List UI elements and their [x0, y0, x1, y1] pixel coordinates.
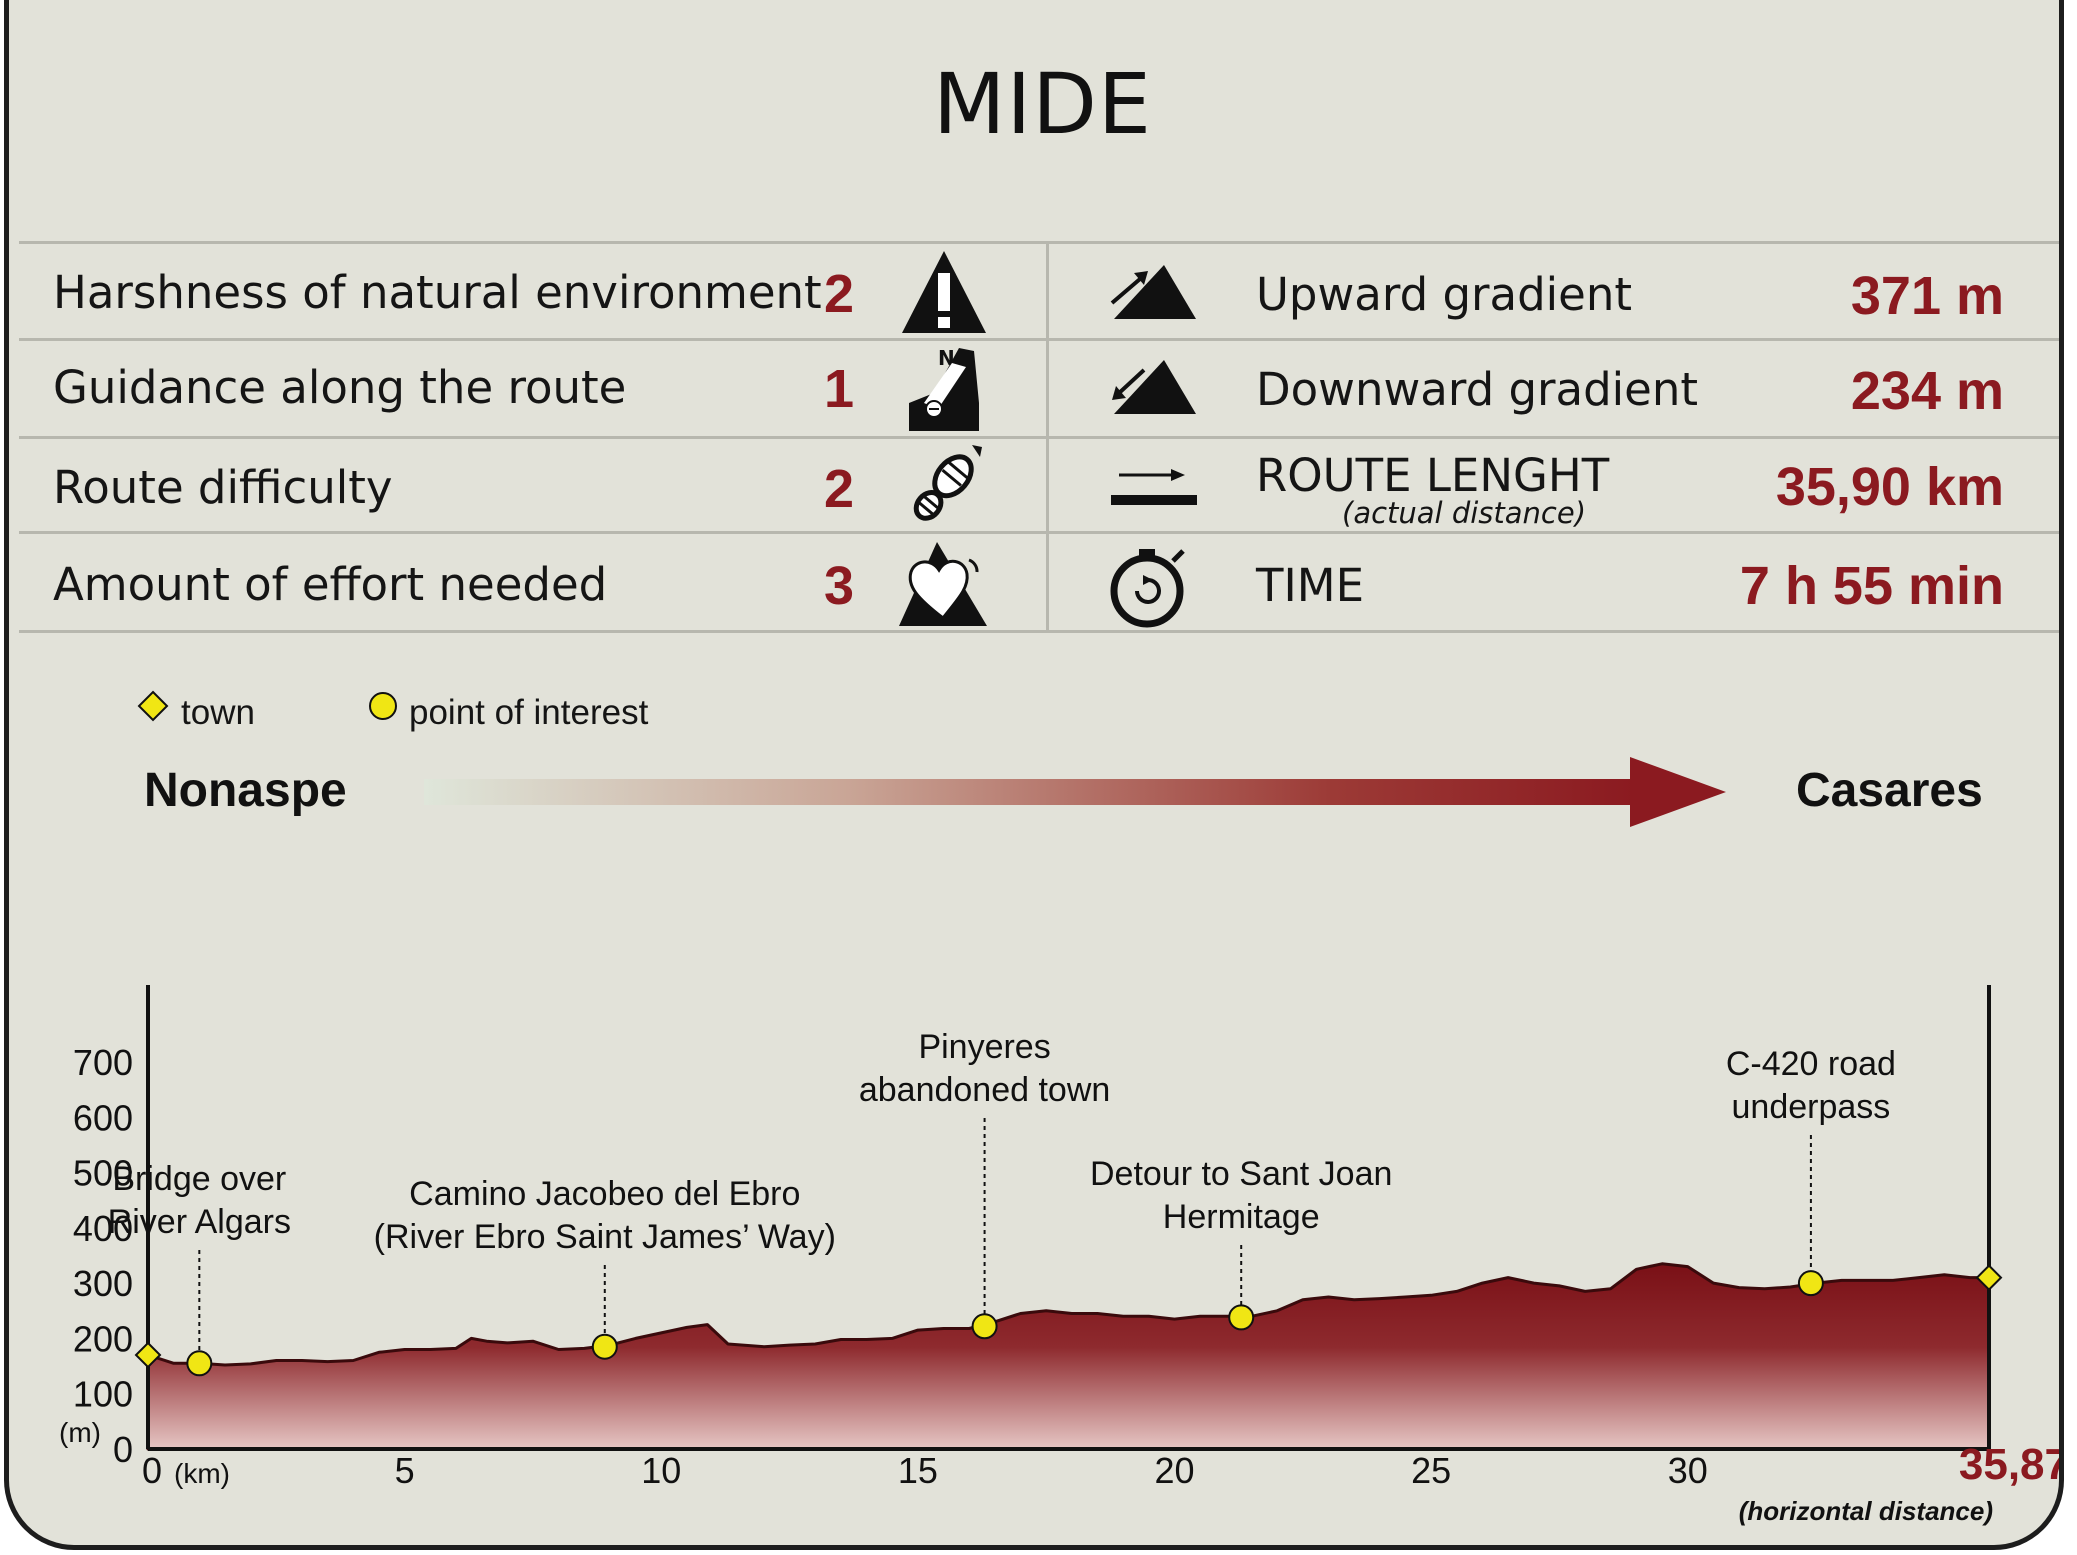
table-row-divider	[19, 436, 2059, 439]
guidance-label: Guidance along the route	[53, 361, 627, 414]
town-legend-label: town	[181, 693, 255, 732]
stopwatch-icon	[1107, 543, 1197, 634]
poi-label: (River Ebro Saint James’ Way)	[374, 1218, 836, 1256]
x-tick-label: 20	[1154, 1450, 1194, 1491]
x-tick-label: 5	[395, 1450, 415, 1491]
poi-label: Camino Jacobeo del Ebro	[409, 1175, 800, 1213]
effort-value: 3	[824, 556, 855, 616]
poi-marker	[591, 1333, 618, 1360]
x-end-label: 35,87	[1959, 1440, 2064, 1489]
town-legend-icon	[136, 689, 170, 728]
difficulty-label: Route difficulty	[53, 461, 393, 514]
difficulty-value: 2	[824, 459, 855, 519]
route-end: Casares	[1796, 764, 1983, 817]
route-length-value: 35,90 km	[1775, 457, 2004, 517]
y-tick-label: 0	[113, 1429, 133, 1470]
y-tick-label: 500	[73, 1153, 133, 1194]
poi-marker	[186, 1350, 213, 1377]
x-unit-label: (km)	[174, 1458, 230, 1489]
downward-gradient-icon	[1104, 358, 1199, 425]
y-tick-label: 600	[73, 1097, 133, 1138]
guidance-value: 1	[824, 359, 855, 419]
poi-marker	[1797, 1270, 1824, 1297]
poi-marker	[971, 1313, 998, 1340]
route-length-sublabel: (actual distance)	[1342, 496, 1587, 530]
x-tick-label: 0	[142, 1450, 162, 1491]
table-column-divider	[1046, 241, 1049, 633]
poi-label: River Algars	[108, 1203, 291, 1241]
downward-gradient-label: Downward gradient	[1256, 363, 1699, 416]
upward-gradient-icon	[1104, 263, 1199, 330]
upward-gradient-value: 371 m	[1850, 266, 2004, 326]
warning-mountain-icon	[899, 247, 989, 340]
town-marker	[1975, 1264, 2003, 1292]
poi-legend-label: point of interest	[409, 693, 649, 732]
x-tick-label: 10	[641, 1450, 681, 1491]
downward-gradient-value: 234 m	[1850, 361, 2004, 421]
route-start: Nonaspe	[144, 764, 347, 817]
poi-label: Detour to Sant Joan	[1090, 1155, 1392, 1193]
poi-label: Hermitage	[1163, 1198, 1320, 1236]
x-tick-label: 15	[898, 1450, 938, 1491]
y-tick-label: 200	[73, 1318, 133, 1359]
elevation-area	[146, 1262, 1991, 1451]
page-title: MIDE	[932, 55, 1152, 153]
route-direction-arrow	[424, 757, 1734, 832]
poi-label: Bridge over	[112, 1160, 286, 1198]
poi-label: Pinyeres	[918, 1028, 1050, 1066]
poi-label: C-420 road	[1726, 1045, 1896, 1083]
poi-legend-icon	[366, 689, 400, 728]
route-length-icon	[1109, 463, 1199, 516]
y-tick-label: 700	[73, 1042, 133, 1083]
harshness-label: Harshness of natural environment	[53, 266, 822, 319]
upward-gradient-label: Upward gradient	[1256, 268, 1633, 321]
poi-label: abandoned town	[859, 1071, 1110, 1109]
table-row-divider	[19, 338, 2059, 341]
y-tick-label: 400	[73, 1208, 133, 1249]
town-marker	[134, 1341, 162, 1369]
table-row-divider	[19, 531, 2059, 534]
footprint-icon	[904, 443, 984, 536]
mide-card: MIDE Harshness of natural environment 2 …	[4, 0, 2064, 1550]
y-tick-label: 100	[73, 1374, 133, 1415]
table-top-border	[19, 241, 2059, 244]
harshness-value: 2	[824, 264, 855, 324]
y-tick-label: 300	[73, 1263, 133, 1304]
effort-label: Amount of effort needed	[53, 558, 608, 611]
poi-label: underpass	[1732, 1088, 1891, 1126]
time-value: 7 h 55 min	[1739, 556, 2004, 616]
signpost-icon: N	[904, 343, 984, 438]
poi-marker	[1228, 1304, 1255, 1331]
x-end-note: (horizontal distance)	[1739, 1496, 1993, 1526]
time-label: TIME	[1256, 559, 1365, 612]
x-tick-label: 30	[1668, 1450, 1708, 1491]
table-bottom-border	[19, 630, 2059, 633]
route-length-label: ROUTE LENGHT	[1256, 449, 1610, 502]
heart-mountain-icon	[897, 538, 989, 633]
x-tick-label: 25	[1411, 1450, 1451, 1491]
y-unit-label: (m)	[59, 1417, 101, 1448]
